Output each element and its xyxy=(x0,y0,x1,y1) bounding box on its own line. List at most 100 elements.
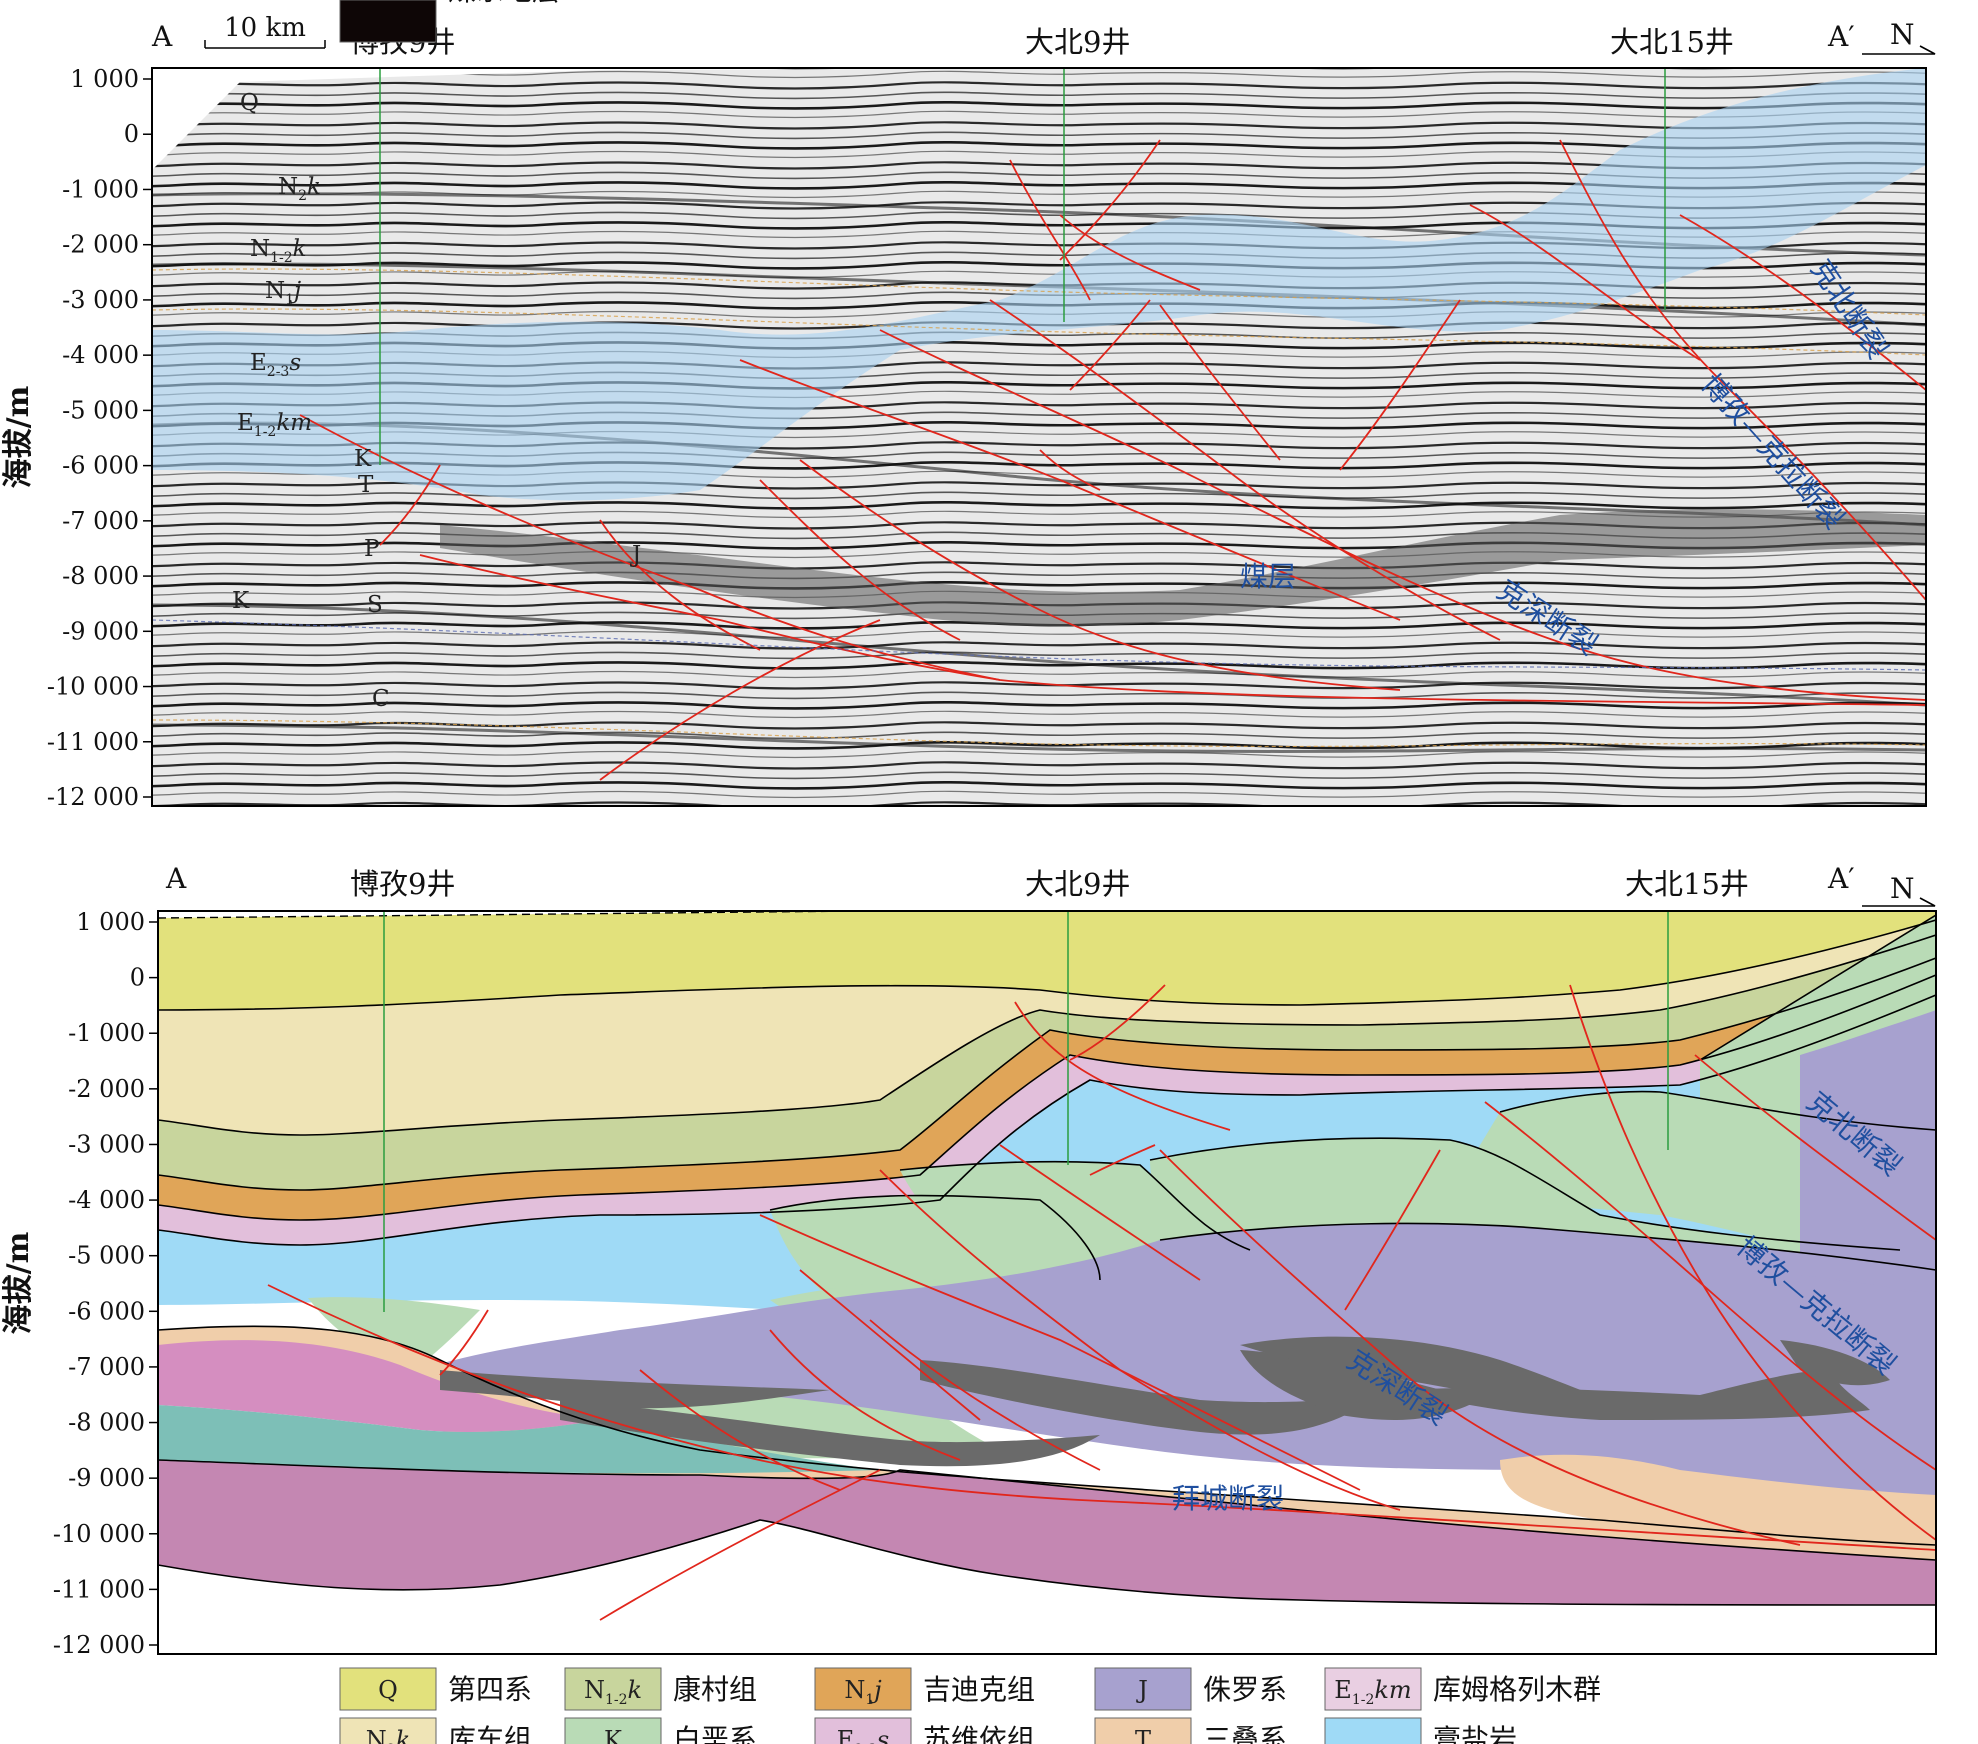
y-axis-top: 1 000 0 -1 000 -2 000 -3 000 -4 000 -5 000 -6 0… xyxy=(1,65,152,811)
legend-label: 吉迪克组 xyxy=(923,1673,1035,1706)
endpoint-a-top: A xyxy=(151,20,173,53)
unit-N1-2k xyxy=(158,935,1936,1190)
y-axis-bottom-tick-label: -6 000 xyxy=(68,1297,145,1325)
y-axis-top-label: 海拔/m xyxy=(1,385,36,488)
legend-label: 苏维依组 xyxy=(923,1723,1035,1744)
endpoint-a-prime-top: A′ xyxy=(1827,20,1855,53)
strata-label: J xyxy=(630,542,641,568)
y-axis-bottom-tick-label: -2 000 xyxy=(68,1075,145,1103)
coal-seam-label: 煤层 xyxy=(1240,560,1296,593)
legend-swatch xyxy=(1094,1667,1192,1711)
well-label-dabei9-bottom: 大北9井 xyxy=(1025,867,1130,901)
unit-J-upper xyxy=(1800,1010,1936,1295)
y-axis-top-tick-label: -4 000 xyxy=(62,341,139,369)
legend-swatch xyxy=(564,1717,662,1744)
geologic-units xyxy=(158,911,1936,1654)
legend-label: 煤系地层 xyxy=(448,0,560,7)
unit-N1j xyxy=(158,958,1936,1220)
legend-swatch xyxy=(1324,1717,1422,1744)
y-axis-bottom-tick-label: -10 000 xyxy=(53,1520,145,1548)
legend-swatch xyxy=(814,1667,912,1711)
legend-swatch xyxy=(1324,1667,1422,1711)
y-axis-bottom-tick-label: -3 000 xyxy=(68,1130,145,1158)
legend-label: 康村组 xyxy=(673,1673,757,1706)
unit-Q xyxy=(158,911,1936,1010)
endpoint-a-prime-bottom: A′ xyxy=(1827,862,1855,895)
y-axis-bottom-tick-label: -5 000 xyxy=(68,1242,145,1270)
y-axis-top-tick-label: -3 000 xyxy=(62,286,139,314)
strata-label: N2k xyxy=(278,174,321,204)
strata-label: T xyxy=(358,472,374,498)
y-axis-top-tick-label: -5 000 xyxy=(62,396,139,424)
y-axis-bottom-tick-label: -4 000 xyxy=(68,1186,145,1214)
legend-label: 第四系 xyxy=(448,1673,532,1706)
north-label-bottom: N xyxy=(1890,872,1915,905)
well-label-bozi9-bottom: 博孜9井 xyxy=(350,867,455,901)
strata-label: E2-3s xyxy=(250,350,301,380)
unit-J xyxy=(420,1223,1936,1500)
unit-C-basement xyxy=(158,1460,1936,1605)
scale-bar: 10 km xyxy=(204,13,326,49)
formation-boundaries xyxy=(158,914,1936,1606)
legend-swatch xyxy=(339,0,437,43)
north-arrow-top: N xyxy=(1862,18,1936,55)
unit-P-pink xyxy=(158,1340,600,1432)
strata-label: C xyxy=(372,686,390,712)
seismic-image xyxy=(152,68,1926,806)
coal-seams xyxy=(440,1336,1890,1467)
strata-label: K xyxy=(354,446,372,472)
legend-label: 三叠系 xyxy=(1203,1723,1287,1744)
y-axis-bottom-tick-label: -7 000 xyxy=(68,1353,145,1381)
legend-symbol: E2-3s xyxy=(837,1726,889,1744)
well-label-dabei9-top: 大北9井 xyxy=(1025,25,1130,59)
seismic-frame xyxy=(151,67,1927,807)
y-axis-bottom-tick-label: 0 xyxy=(130,964,145,992)
y-axis-bottom-tick-label: -12 000 xyxy=(53,1631,145,1659)
unit-S-teal xyxy=(158,1405,880,1474)
y-axis-top-tick-label: 1 000 xyxy=(70,65,139,93)
legend-label: 库车组 xyxy=(448,1723,532,1744)
legend-label: 膏盐岩 xyxy=(1433,1723,1517,1744)
y-axis-top-tick-label: -11 000 xyxy=(47,728,139,756)
y-axis-top-tick-label: -8 000 xyxy=(62,562,139,590)
well-label-dabei15-bottom: 大北15井 xyxy=(1625,867,1749,901)
geologic-frame xyxy=(157,910,1937,1655)
y-axis-bottom-tick-label: 1 000 xyxy=(76,908,145,936)
legend-swatch xyxy=(564,1667,662,1711)
legend-symbol: N1j xyxy=(844,1676,882,1708)
legend-label: 白垩系 xyxy=(673,1723,757,1744)
y-axis-bottom-tick-label: -9 000 xyxy=(68,1464,145,1492)
strata-label: N1-2k xyxy=(250,236,307,266)
legend: Q 第四系 N1-2k 康村组 N1j 吉迪克组 J 侏罗系 E1-2km 库姆格列木群 N2k 库车… xyxy=(339,0,1601,1744)
north-label-top: N xyxy=(1890,18,1915,51)
strata-label: K xyxy=(232,588,250,614)
geologic-fault-label: 拜城断裂 xyxy=(1172,1482,1284,1515)
north-arrow-bottom: N xyxy=(1862,872,1936,907)
strata-label: N1j xyxy=(265,278,301,308)
unit-K-thrust-4 xyxy=(770,1195,1100,1290)
salt-overlay xyxy=(152,68,1926,501)
y-axis-top-tick-label: -6 000 xyxy=(62,452,139,480)
strata-label: E1-2km xyxy=(237,410,312,440)
legend-swatch xyxy=(1094,1717,1192,1744)
strata-label: Q xyxy=(240,90,259,116)
legend-swatch xyxy=(339,1667,437,1711)
bottom-header: A 博孜9井 大北9井 大北15井 A′ N xyxy=(165,862,1936,907)
legend-symbol: E1-2km xyxy=(1334,1676,1411,1708)
legend-symbol: T xyxy=(1135,1726,1151,1744)
y-axis-top-tick-label: -10 000 xyxy=(47,673,139,701)
legend-label: 库姆格列木群 xyxy=(1433,1673,1601,1706)
unit-T-wedge xyxy=(1500,1454,1936,1545)
y-axis-bottom-tick-label: -11 000 xyxy=(53,1575,145,1603)
strata-label: P xyxy=(364,536,379,562)
y-axis-bottom-tick-label: -1 000 xyxy=(68,1019,145,1047)
legend-symbol: J xyxy=(1135,1676,1148,1704)
legend-symbol: N2k xyxy=(366,1726,410,1744)
y-axis-top-tick-label: -2 000 xyxy=(62,231,139,259)
y-axis-top-tick-label: -7 000 xyxy=(62,507,139,535)
seismic-horizons xyxy=(152,268,1926,748)
y-axis-top-tick-label: 0 xyxy=(124,120,139,148)
